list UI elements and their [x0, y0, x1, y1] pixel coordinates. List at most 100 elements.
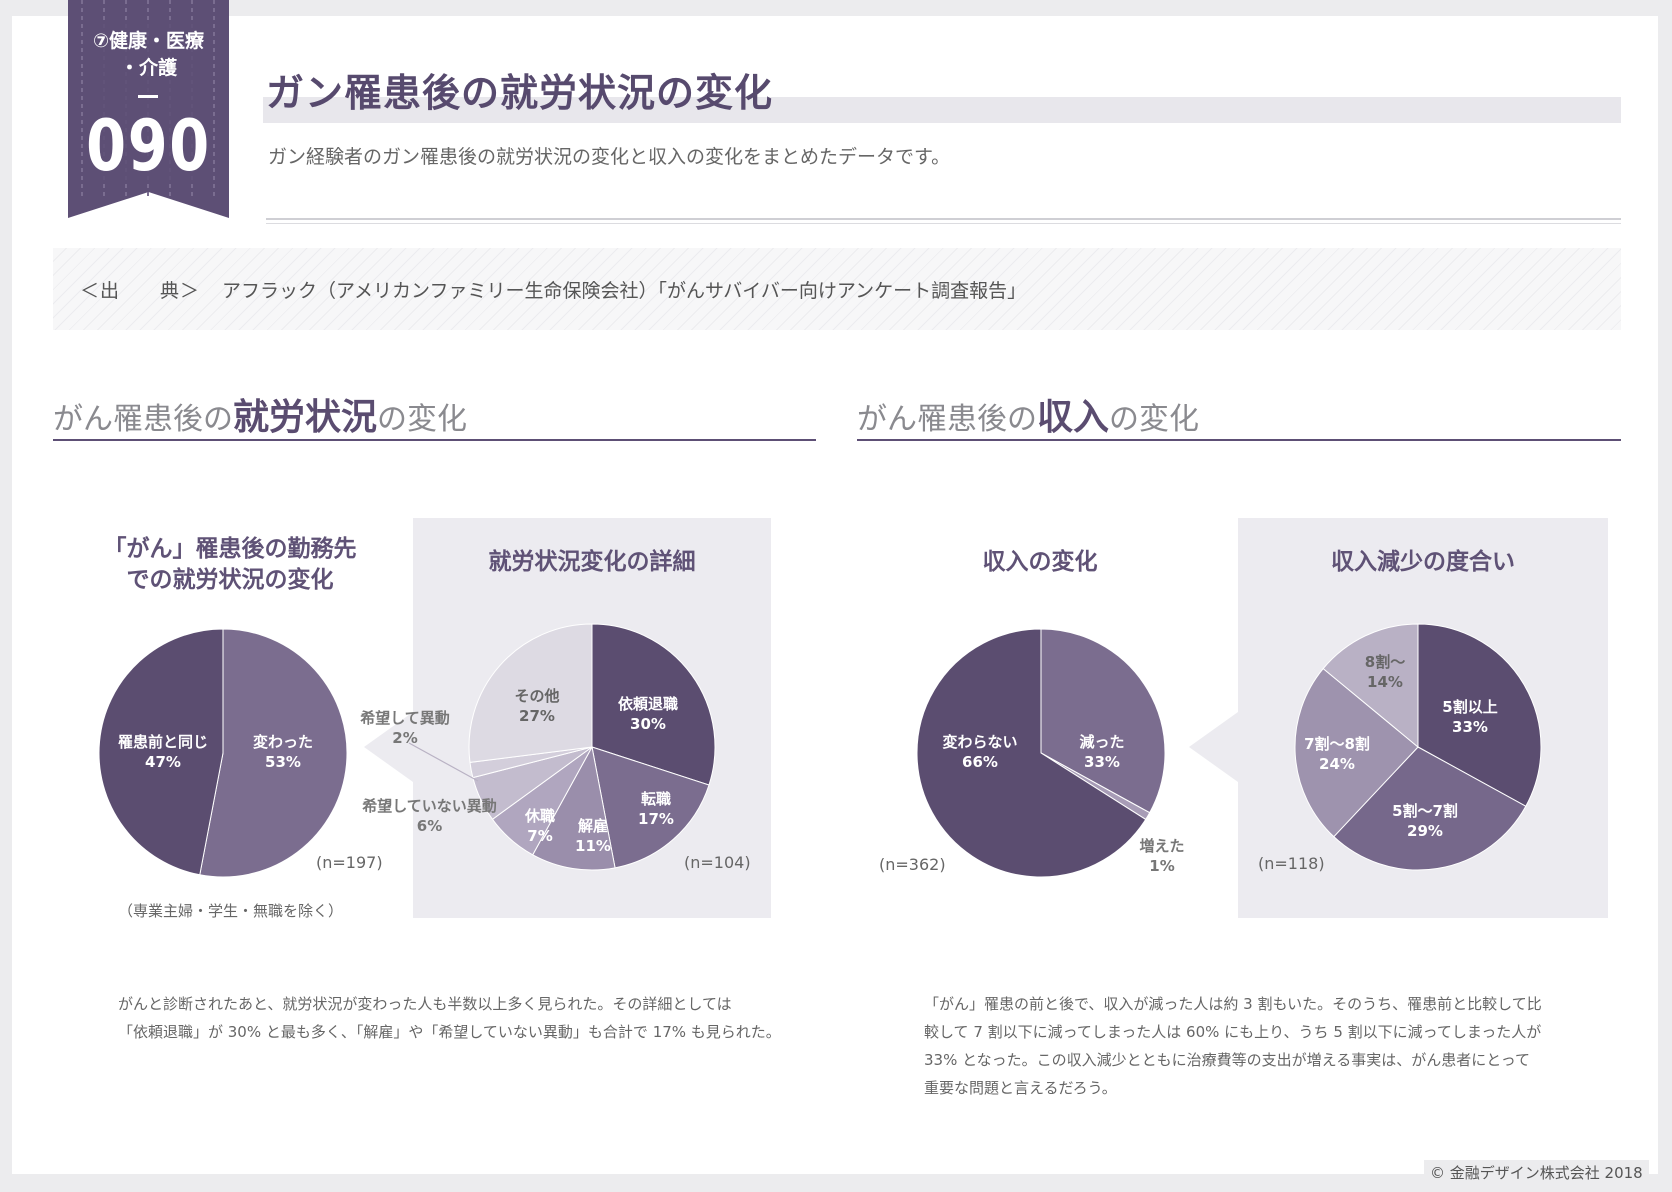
slice-name: 依頼退職 — [617, 695, 678, 713]
callout-arrow-work — [364, 712, 413, 782]
slice-pct: 14% — [1367, 673, 1403, 691]
chart-title-text: 「がん」罹患後の勤務先 での就労状況の変化 — [80, 534, 380, 596]
header-divider-thin — [266, 223, 1621, 224]
pie-slice — [1040, 628, 1166, 814]
slice-pct: 17% — [638, 810, 674, 828]
slice-pct: 6% — [416, 817, 443, 835]
slice-label: 8割～ 14% — [1353, 652, 1417, 692]
slice-pct: 33% — [1452, 718, 1488, 736]
chart-title-income-degree: 収入減少の度合い — [1331, 549, 1515, 575]
page-title: ガン罹患後の就労状況の変化 — [266, 71, 774, 115]
chart-title-income-change: 収入の変化 — [982, 549, 1098, 575]
slice-name: 変わらない — [942, 733, 1018, 751]
slice-label: 罹患前と同じ 47% — [109, 732, 217, 772]
pie-slice — [199, 628, 348, 878]
slice-name: 希望していない異動 — [362, 797, 497, 815]
category-badge: ⑦健康・医療 ・介護 090 — [68, 0, 229, 218]
n-label-income-degree: (n=118) — [1258, 854, 1325, 873]
slice-name: 解雇 — [577, 817, 608, 835]
slice-label: その他 27% — [497, 686, 577, 726]
chart-title-work-change: 「がん」罹患後の勤務先 での就労状況の変化 — [80, 534, 380, 596]
slice-name: 5割～7割 — [1392, 802, 1458, 820]
badge-category: ⑦健康・医療 ・介護 — [68, 28, 229, 82]
leader-line — [408, 742, 479, 782]
slice-pct: 29% — [1407, 822, 1443, 840]
pie-slice — [98, 628, 224, 876]
slice-label: 5割～7割 29% — [1377, 801, 1473, 841]
slice-name: 増えた — [1139, 837, 1185, 855]
n-label-work-detail: (n=104) — [684, 853, 751, 872]
header-divider — [266, 218, 1621, 220]
source-band — [53, 248, 1621, 330]
slice-pct: 2% — [392, 729, 418, 747]
slice-label: 休職 7% — [510, 806, 570, 846]
description-line: がんと診断されたあと、就労状況が変わった人も半数以上多く見られた。その詳細として… — [118, 995, 732, 1013]
description-line: 重要な問題と言えるだろう。 — [924, 1079, 1117, 1097]
slice-pct: 1% — [1149, 857, 1175, 875]
chart-title-work-detail: 就労状況変化の詳細 — [488, 549, 696, 575]
slice-label: 変わらない 66% — [932, 732, 1028, 772]
description-line: 33% となった。この収入減少とともに治療費等の支出が増える事実は、がん患者にと… — [924, 1051, 1531, 1069]
chart-title-line: 「がん」罹患後の勤務先 — [103, 536, 357, 562]
slice-label: 依頼退職 30% — [603, 694, 693, 734]
pie-slice — [591, 746, 710, 869]
slice-name: 転職 — [640, 790, 671, 808]
pie-slice — [591, 623, 716, 786]
pie-slice — [1333, 746, 1527, 871]
section-heading-bold: 収入 — [1037, 397, 1110, 438]
section-heading-income: がん罹患後の収入の変化 — [857, 388, 1199, 440]
slice-label: 解雇 11% — [563, 816, 623, 856]
source-label: ＜出 典＞ — [80, 280, 201, 302]
slice-pct: 30% — [630, 715, 666, 733]
slice-name: 変わった — [252, 733, 313, 751]
slice-name: 休職 — [524, 807, 555, 825]
slice-pct: 11% — [575, 837, 611, 855]
badge-divider — [138, 95, 158, 98]
slice-label-callout: 希望して異動 2% — [346, 708, 464, 748]
slice-name: 罹患前と同じ — [117, 733, 208, 751]
badge-category-line: ・介護 — [119, 57, 177, 79]
slice-pct: 24% — [1319, 755, 1355, 773]
pie-slice — [916, 628, 1147, 878]
slice-name: 希望して異動 — [360, 709, 450, 727]
callout-arrow-income — [1189, 712, 1238, 782]
section-heading-post: の変化 — [1109, 402, 1200, 437]
slice-label: 5割以上 33% — [1430, 697, 1510, 737]
description-work: がんと診断されたあと、就労状況が変わった人も半数以上多く見られた。その詳細として… — [118, 990, 781, 1046]
pie-slice — [468, 623, 593, 763]
slice-label: 減った 33% — [1072, 732, 1132, 772]
ribbon-shape — [68, 0, 229, 218]
description-line: 「依頼退職」が 30% と最も多く、「解雇」や「希望していない異動」も合計で 1… — [118, 1023, 781, 1041]
slice-name: 8割～ — [1364, 653, 1406, 671]
source-text: アフラック（アメリカンファミリー生命保険会社）「がんサバイバー向けアンケート調査… — [222, 280, 1027, 302]
badge-category-line: ⑦健康・医療 — [92, 30, 205, 52]
slice-pct: 27% — [519, 707, 555, 725]
slice-label-callout: 希望していない異動 6% — [352, 796, 507, 836]
note-excluded: （専業主婦・学生・無職を除く） — [118, 902, 344, 920]
slice-pct: 47% — [145, 753, 181, 771]
slice-name: 減った — [1079, 733, 1125, 751]
pie-slice — [1322, 623, 1419, 749]
n-label-income-change: (n=362) — [879, 855, 946, 874]
section-heading-bold: 就労状況 — [233, 397, 378, 438]
slice-name: その他 — [514, 687, 560, 705]
slice-label: 転職 17% — [626, 789, 686, 829]
section-underline-income — [857, 439, 1621, 441]
description-line: 「がん」罹患の前と後で、収入が減った人は約 3 割もいた。そのうち、罹患前と比較… — [924, 995, 1542, 1013]
pie-slice — [532, 745, 616, 871]
slice-pct: 33% — [1084, 753, 1120, 771]
slice-pct: 53% — [265, 753, 301, 771]
section-heading-post: の変化 — [377, 402, 468, 437]
section-heading-pre: がん罹患後の — [857, 402, 1037, 437]
section-heading-pre: がん罹患後の — [53, 402, 233, 437]
section-underline-work — [53, 439, 816, 441]
badge-number: 090 — [86, 105, 211, 187]
page-subtitle: ガン経験者のガン罹患後の就労状況の変化と収入の変化をまとめたデータです。 — [268, 146, 951, 168]
pie-slice — [1417, 623, 1542, 807]
slice-name: 5割以上 — [1442, 698, 1498, 716]
pie-slice — [1294, 667, 1419, 838]
slice-label-callout: 増えた 1% — [1131, 836, 1193, 876]
n-label-work-change: (n=197) — [316, 853, 383, 872]
